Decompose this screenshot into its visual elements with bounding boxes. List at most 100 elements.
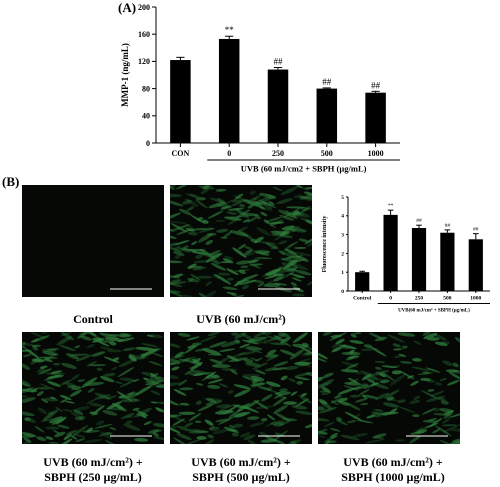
cell-shape (184, 198, 199, 207)
y-tick-label: 2 (341, 251, 344, 257)
cell-shape (289, 273, 306, 278)
cell-shape (291, 228, 306, 233)
cell-shape (84, 381, 105, 386)
cell-shape (361, 373, 372, 381)
cell-shape (114, 381, 124, 385)
cell-shape (273, 430, 289, 441)
cell-shape (74, 345, 81, 349)
y-tick-label: 1 (341, 270, 344, 276)
x-tick-label: 500 (443, 296, 452, 302)
cell-shape (294, 361, 310, 366)
cell-shape (341, 361, 358, 368)
cell-shape (434, 407, 442, 412)
cell-shape (425, 367, 441, 373)
cell-shape (440, 400, 449, 405)
cell-shape (242, 219, 251, 223)
y-tick-label: 4 (341, 214, 344, 220)
cell-shape (243, 434, 256, 441)
cell-shape (281, 225, 295, 231)
cell-shape (150, 390, 161, 396)
cell-shape (359, 370, 378, 380)
y-tick-label: 120 (138, 57, 150, 66)
cell-shape (215, 219, 226, 222)
cell-shape (448, 412, 460, 418)
cell-shape (301, 205, 312, 213)
cell-shape (278, 240, 288, 245)
cell-shape (93, 405, 105, 414)
cell-shape (60, 379, 72, 386)
cell-shape (192, 358, 201, 364)
cell-shape (249, 357, 259, 362)
cell-shape (188, 430, 209, 434)
cell-shape (89, 402, 103, 407)
cell-shape (318, 431, 326, 439)
cell-shape (109, 426, 117, 431)
cell-shape (205, 400, 223, 406)
cell-shape (260, 206, 273, 212)
cell-shape (60, 332, 73, 337)
cell-shape (184, 369, 195, 376)
cell-shape (209, 426, 220, 431)
cell-shape (262, 332, 272, 336)
cell-shape (258, 241, 277, 245)
cell-shape (386, 396, 395, 401)
cell-shape (335, 338, 345, 345)
cell-shape (148, 361, 163, 366)
cell-shape (123, 423, 141, 431)
cell-shape (363, 382, 380, 389)
cell-shape (263, 219, 270, 224)
cell-shape (331, 343, 340, 349)
cell-shape (45, 426, 60, 430)
cell-shape (304, 423, 312, 429)
y-tick-label: 160 (138, 30, 150, 39)
x-tick-label: Control (353, 296, 372, 302)
cell-shape (170, 282, 183, 288)
cell-shape (296, 380, 304, 385)
cell-shape (244, 347, 263, 354)
cell-shape (173, 273, 184, 278)
cell-shape (318, 376, 324, 382)
cell-shape (257, 386, 274, 392)
cell-shape (222, 286, 238, 290)
cell-shape (295, 398, 309, 407)
cell-shape (220, 205, 231, 210)
cell-shape (350, 333, 357, 338)
cell-shape (94, 394, 111, 400)
cell-shape (360, 402, 369, 406)
cell-shape (298, 238, 309, 243)
cell-shape (337, 400, 350, 406)
cell-shape (373, 383, 389, 390)
cell-shape (286, 268, 297, 272)
cell-shape (88, 364, 106, 367)
cell-shape (367, 378, 376, 384)
cell-shape (226, 277, 234, 281)
cell-shape (434, 334, 447, 341)
cell-shape (71, 386, 82, 391)
cell-shape (86, 344, 96, 348)
cell-shape (207, 210, 224, 219)
cell-shape (31, 358, 45, 363)
cell-shape (220, 340, 240, 348)
cell-shape (299, 346, 312, 355)
cell-shape (352, 370, 362, 375)
cell-shape (273, 405, 288, 414)
cell-shape (71, 435, 78, 440)
cell-shape (132, 407, 140, 411)
cell-shape (411, 366, 431, 371)
cell-shape (118, 359, 136, 368)
cell-shape (330, 400, 339, 406)
x-tick-label: CON (172, 149, 190, 158)
cell-shape (148, 376, 162, 381)
cell-shape (134, 437, 149, 442)
cell-shape (412, 414, 420, 418)
cell-shape (233, 384, 251, 390)
micrograph-background (170, 185, 312, 297)
cell-shape (305, 372, 312, 377)
cell-shape (434, 382, 443, 386)
cell-shape (427, 389, 435, 392)
cell-shape (24, 417, 31, 422)
cell-shape (255, 250, 271, 254)
cell-shape (444, 439, 460, 444)
micrograph-background (22, 185, 164, 297)
cell-shape (228, 217, 239, 225)
